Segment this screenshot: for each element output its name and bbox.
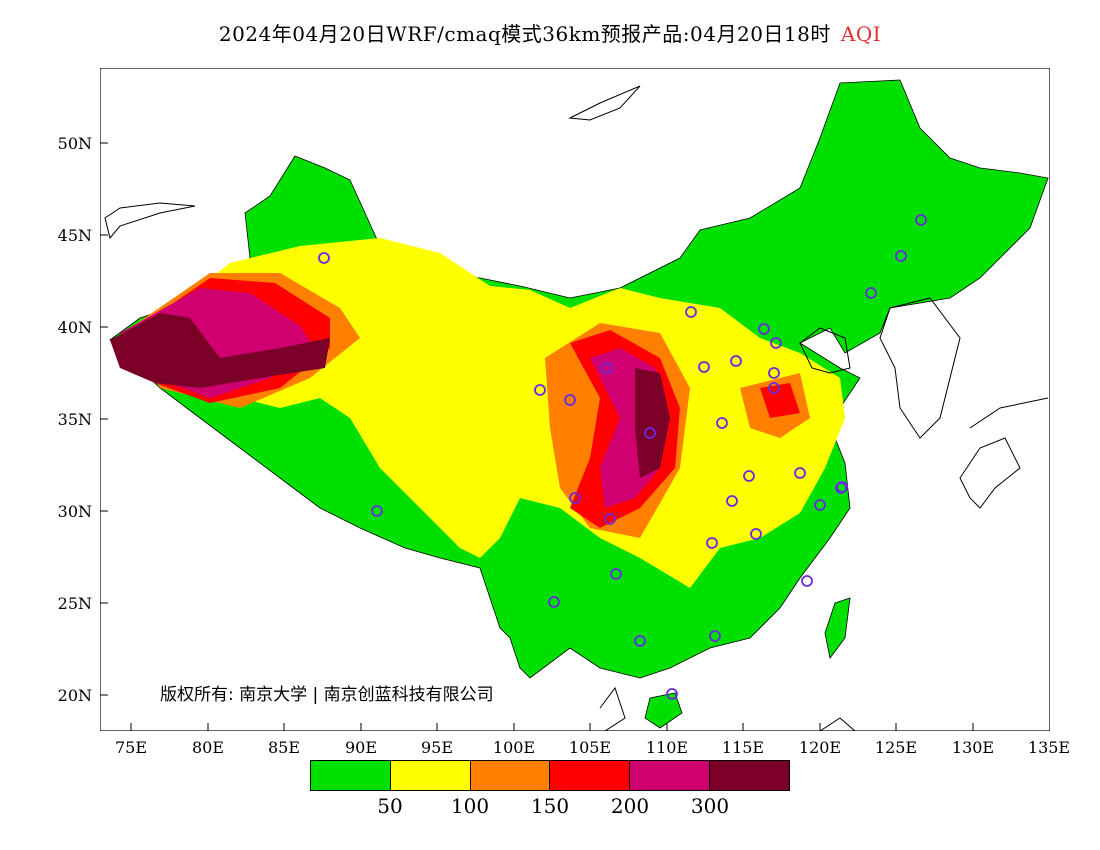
legend-label-200: 200 <box>610 794 650 818</box>
lat-label-25: 25N <box>57 594 92 613</box>
lon-label-115: 115E <box>721 738 765 757</box>
map-title: 2024年04月20日WRF/cmaq模式36km预报产品:04月20日18时 A… <box>0 18 1100 47</box>
legend-label-100: 100 <box>450 794 490 818</box>
lon-label-120: 120E <box>798 738 842 757</box>
lon-label-130: 130E <box>951 738 995 757</box>
title-variable: AQI <box>840 22 882 46</box>
aqi-max-region <box>110 313 670 478</box>
legend-label-300: 300 <box>690 794 730 818</box>
title-text: 2024年04月20日WRF/cmaq模式36km预报产品:04月20日18时 <box>218 22 831 46</box>
city-markers <box>318 214 927 700</box>
lon-label-135: 135E <box>1027 738 1071 757</box>
lon-label-125: 125E <box>874 738 918 757</box>
bohai-coast <box>799 327 851 374</box>
south-coast <box>599 686 856 731</box>
lat-label-30: 30N <box>57 502 92 521</box>
lat-label-35: 35N <box>57 410 92 429</box>
lat-label-40: 40N <box>57 318 92 337</box>
japan-coast <box>959 397 1049 509</box>
lon-label-80: 80E <box>191 738 225 757</box>
legend-swatch-4 <box>630 761 711 790</box>
legend-swatch-3 <box>550 761 631 790</box>
lat-label-20: 20N <box>57 686 92 705</box>
lon-label-85: 85E <box>267 738 301 757</box>
axis-ticks <box>100 142 974 731</box>
lon-label-90: 90E <box>344 738 378 757</box>
copyright-text: 版权所有: 南京大学 | 南京创蓝科技有限公司 <box>160 685 494 705</box>
lake-coast <box>568 85 641 121</box>
color-legend <box>310 760 790 791</box>
taiwan <box>824 597 851 659</box>
lon-label-95: 95E <box>420 738 454 757</box>
hainan <box>644 692 683 729</box>
lon-label-100: 100E <box>492 738 536 757</box>
legend-swatch-2 <box>470 761 551 790</box>
lon-label-75: 75E <box>114 738 148 757</box>
aqi-map <box>100 68 1050 731</box>
legend-label-50: 50 <box>377 794 403 818</box>
legend-swatch-0 <box>311 761 391 790</box>
aqi-300-region <box>120 288 670 508</box>
lat-label-45: 45N <box>57 226 92 245</box>
lon-label-110: 110E <box>645 738 689 757</box>
lon-label-105: 105E <box>568 738 612 757</box>
legend-label-150: 150 <box>530 794 570 818</box>
west-coast <box>104 202 196 240</box>
legend-swatch-5 <box>710 761 789 790</box>
korea-coast <box>879 297 961 439</box>
legend-swatch-1 <box>390 761 471 790</box>
lat-label-50: 50N <box>57 134 92 153</box>
